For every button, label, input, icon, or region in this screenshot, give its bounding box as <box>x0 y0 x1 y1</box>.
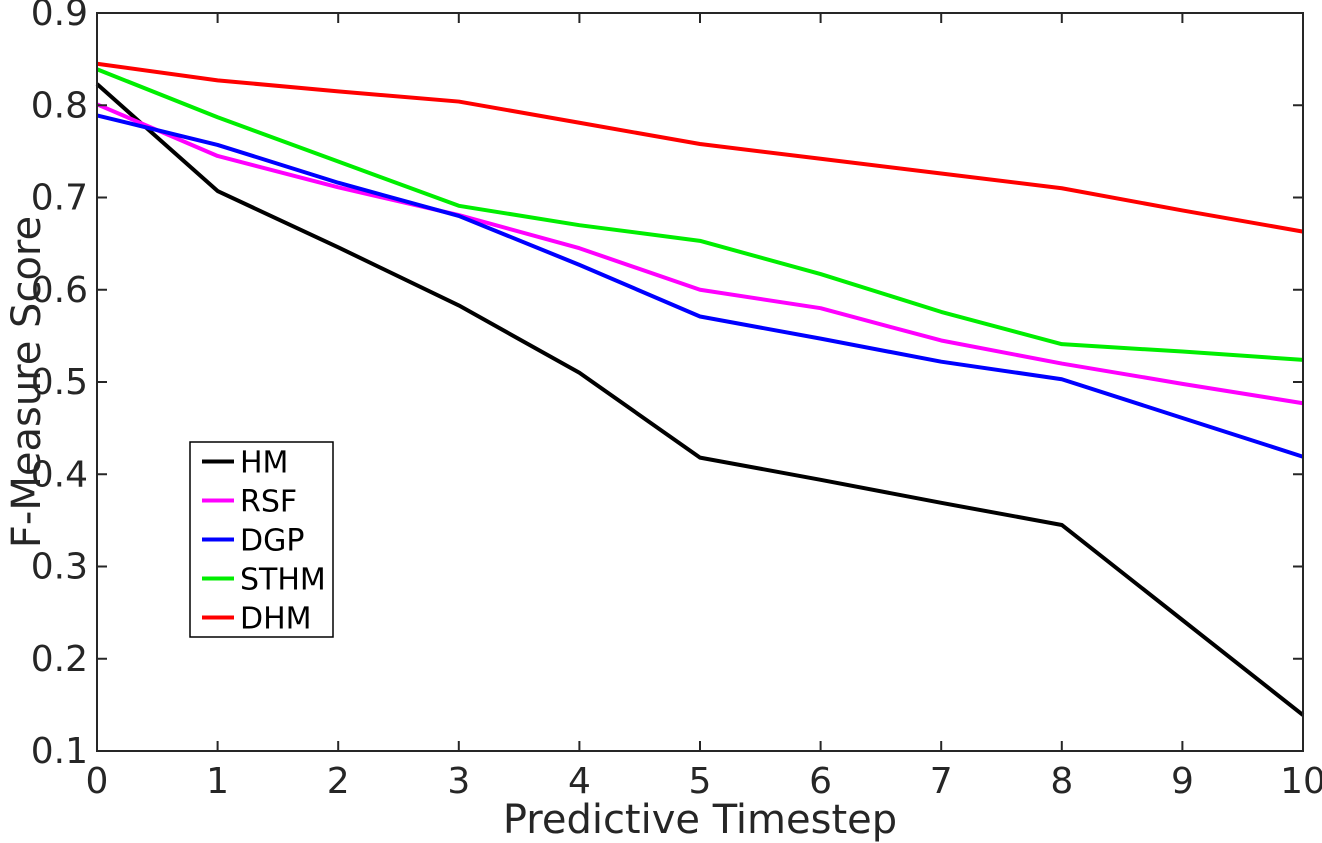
axes-box <box>96 12 1304 752</box>
x-tick-label: 3 <box>447 761 470 802</box>
legend-label-dhm: DHM <box>240 602 312 637</box>
y-tick-label: 0.1 <box>31 731 88 772</box>
y-tick-label: 0.5 <box>31 362 88 403</box>
x-tick-label: 10 <box>1280 761 1322 802</box>
legend-label-dgp: DGP <box>240 524 304 559</box>
x-tick-label: 8 <box>1050 761 1073 802</box>
y-tick-label: 0.3 <box>31 547 88 588</box>
legend-label-hm: HM <box>240 446 288 481</box>
y-tick-label: 0.9 <box>31 0 88 34</box>
plot-area: 0 1 2 3 4 5 6 7 8 9 10 0.1 0.2 0.3 0.4 0.5 0.6 0.7 0.8 0.9 <box>31 0 1322 802</box>
y-tick-label: 0.6 <box>31 270 88 311</box>
y-tick-label: 0.7 <box>31 178 88 219</box>
x-tick-label: 6 <box>809 761 832 802</box>
series-line-dhm <box>96 61 1304 234</box>
series-line-hm <box>95 82 1305 717</box>
x-tick-label: 2 <box>327 761 350 802</box>
x-tick-label: 1 <box>206 761 229 802</box>
series-line-rsf <box>96 102 1304 406</box>
x-tick-label: 9 <box>1171 761 1194 802</box>
y-axis-title: F-Measure Score <box>4 216 50 548</box>
x-axis-title: Predictive Timestep <box>503 797 897 843</box>
x-tick-label: 4 <box>568 761 591 802</box>
legend-label-rsf: RSF <box>240 485 297 520</box>
legend-label-sthm: STHM <box>240 563 326 598</box>
x-tick-label: 0 <box>86 761 109 802</box>
y-tick-label: 0.2 <box>31 639 88 680</box>
series-line-dgp <box>96 113 1304 459</box>
series-line-sthm <box>96 67 1304 362</box>
y-tick-label: 0.8 <box>31 85 88 126</box>
x-tick-label: 7 <box>930 761 953 802</box>
x-tick-label: 5 <box>689 761 712 802</box>
y-tick-label: 0.4 <box>31 454 88 495</box>
legend: HM RSF DGP STHM DHM <box>189 441 334 638</box>
